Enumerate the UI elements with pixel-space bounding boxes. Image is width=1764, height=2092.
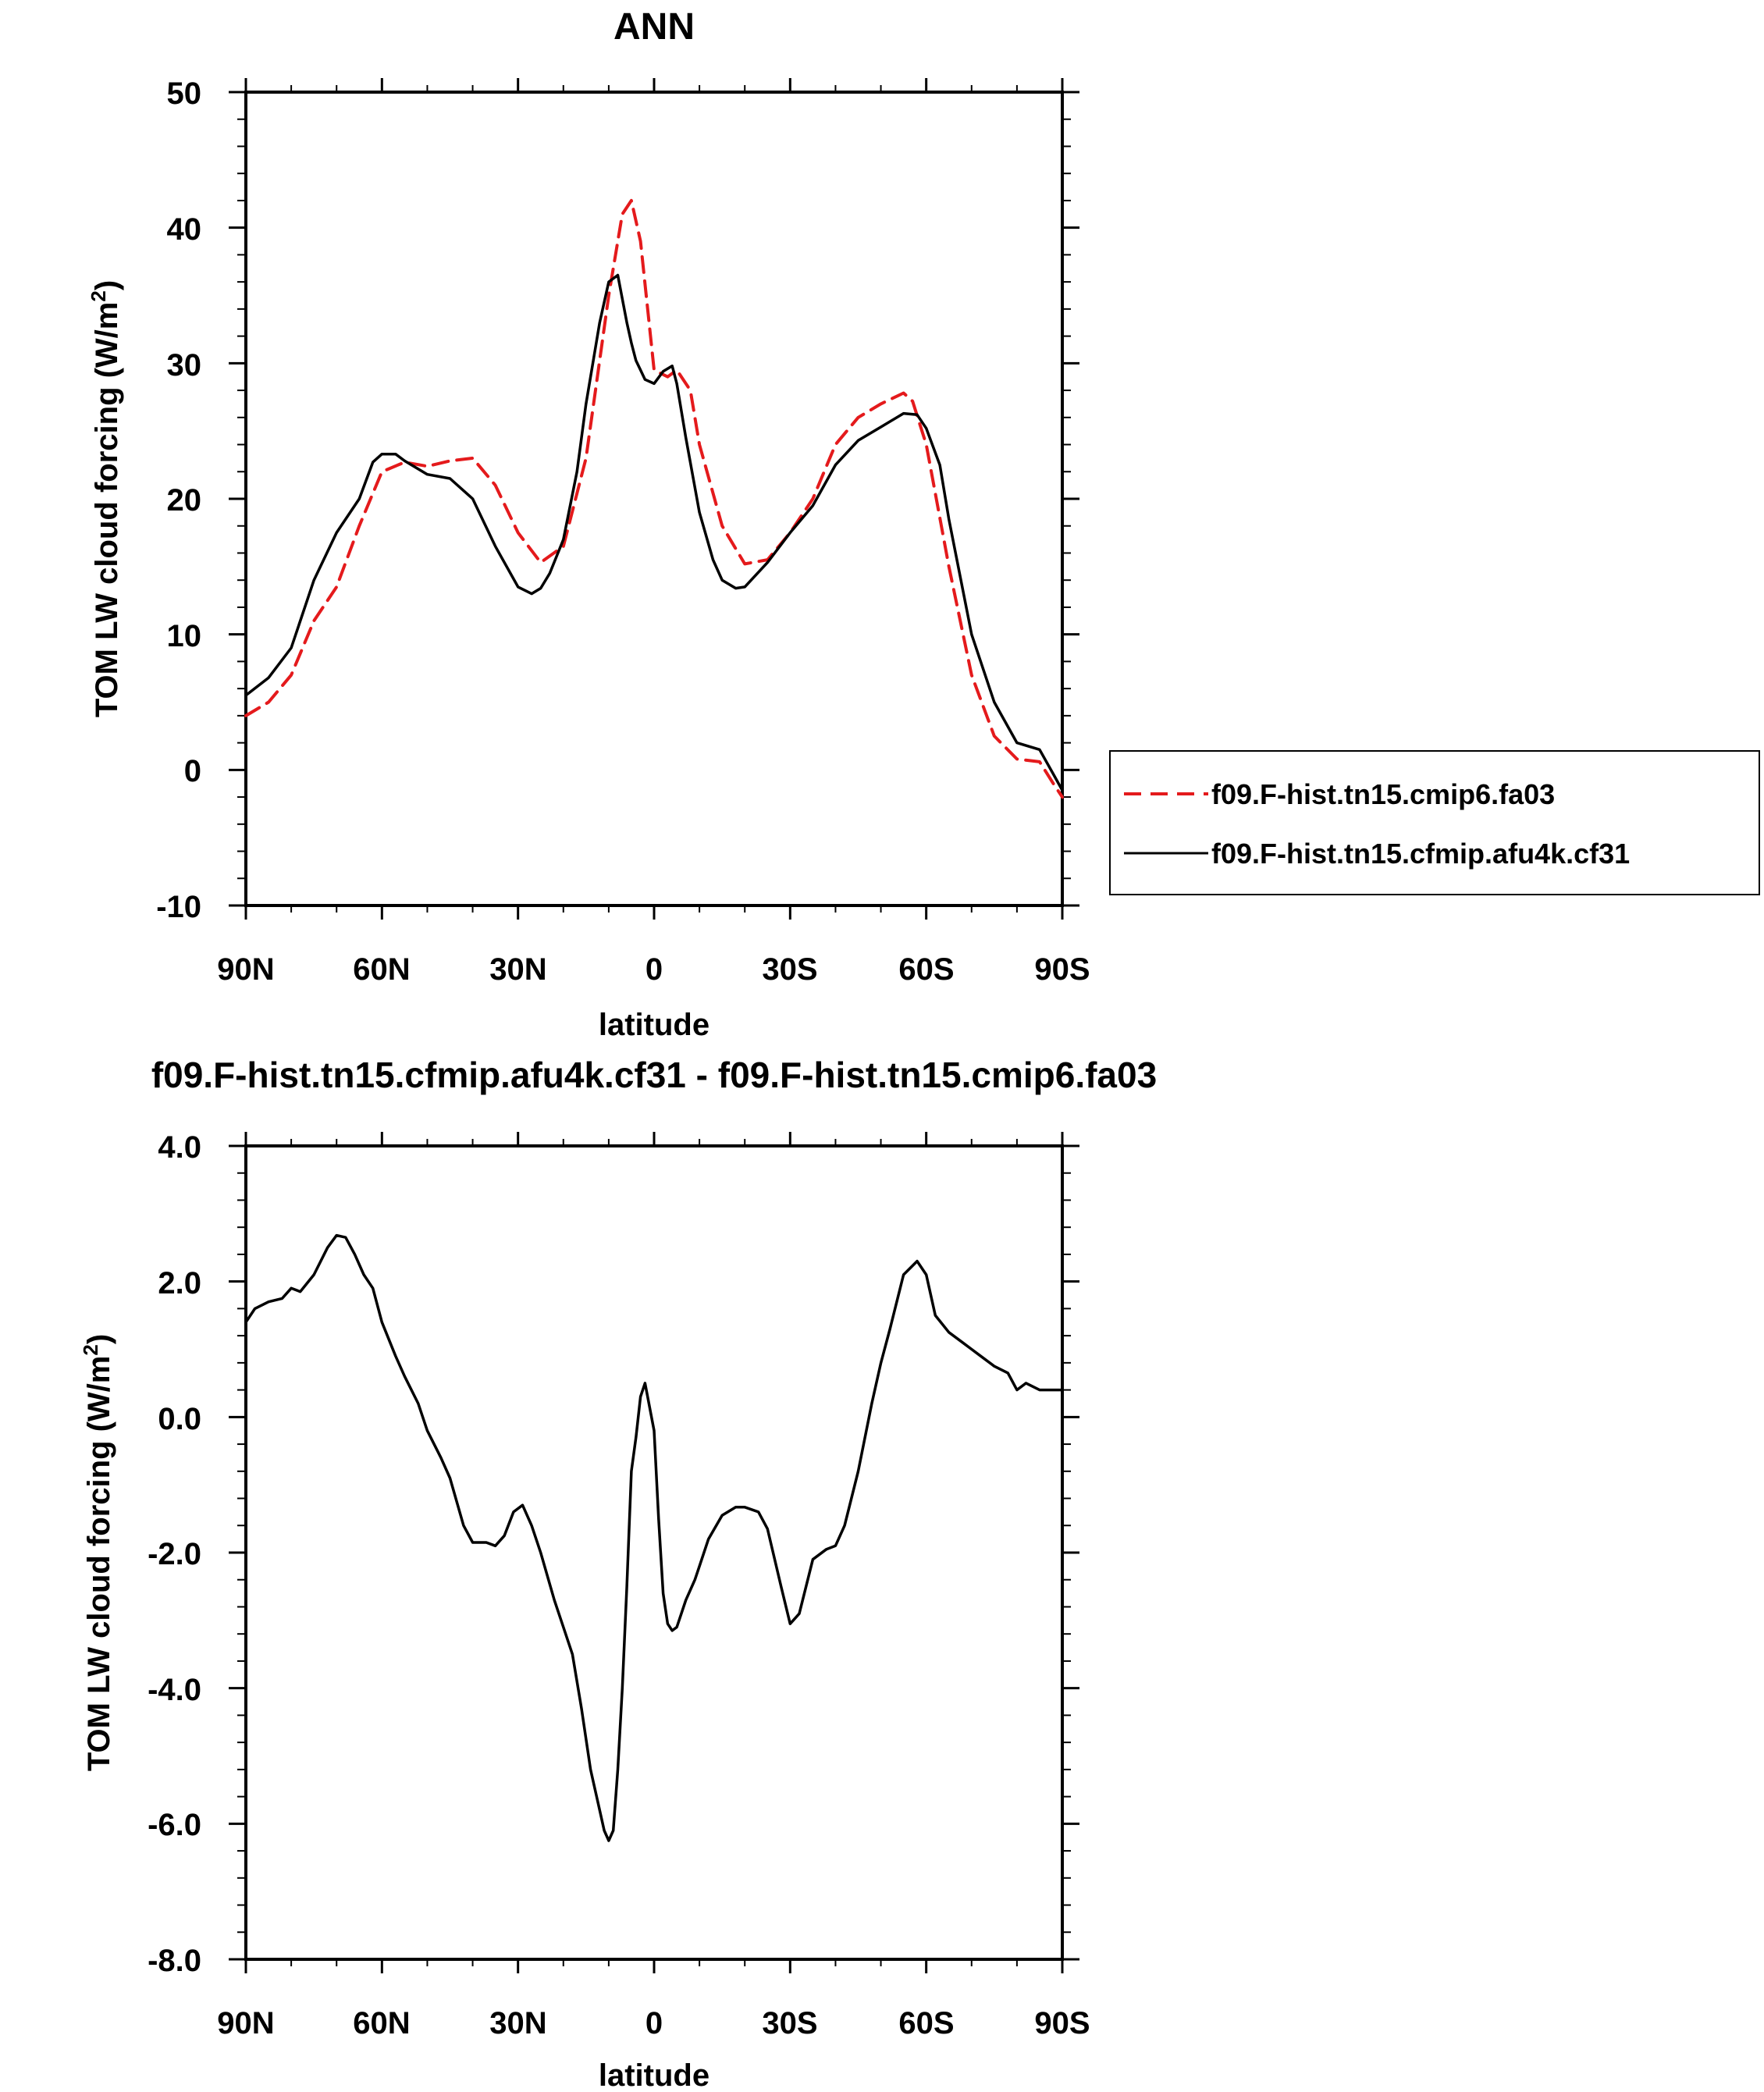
- bottom-x-tick-label: 0: [645, 2006, 663, 2040]
- top-y-tick-label: 10: [167, 619, 202, 653]
- bottom-panel: f09.F-hist.tn15.cfmip.afu4k.cf31 - f09.F…: [79, 1055, 1157, 2092]
- top-x-tick-label: 60S: [898, 952, 954, 987]
- bottom-y-tick-label: -2.0: [148, 1537, 201, 1571]
- bottom-y-tick-label: 0.0: [158, 1402, 201, 1436]
- bottom-x-tick-label: 30S: [762, 2006, 817, 2040]
- top-y-tick-label: -10: [156, 890, 201, 924]
- bottom-x-tick-label: 90N: [217, 2006, 274, 2040]
- top-x-tick-label: 30S: [762, 952, 817, 987]
- bottom-panel-title: f09.F-hist.tn15.cfmip.afu4k.cf31 - f09.F…: [151, 1055, 1157, 1095]
- top-ticks: [229, 78, 1079, 920]
- top-y-tick-label: 20: [167, 483, 202, 518]
- top-legend: f09.F-hist.tn15.cmip6.fa03 f09.F-hist.tn…: [1109, 750, 1760, 895]
- top-y-axis-label: TOM LW cloud forcing (W/m2): [87, 280, 124, 717]
- top-y-tick-label: 30: [167, 348, 202, 382]
- bottom-x-tick-label: 60S: [898, 2006, 954, 2040]
- legend-label-cmip6: f09.F-hist.tn15.cmip6.fa03: [1211, 778, 1555, 810]
- bottom-x-tick-label: 60N: [353, 2006, 410, 2040]
- bottom-series-line-0: [244, 1233, 1064, 1842]
- top-y-tick-label: 50: [167, 76, 202, 111]
- bottom-x-axis-label: latitude: [599, 2058, 710, 2092]
- top-x-tick-label: 90S: [1034, 952, 1090, 987]
- top-x-tick-label: 90N: [217, 952, 274, 987]
- top-series-line-1: [244, 273, 1064, 792]
- bottom-x-tick-label: 90S: [1034, 2006, 1090, 2040]
- legend-label-cfmip: f09.F-hist.tn15.cfmip.afu4k.cf31: [1211, 838, 1630, 870]
- bottom-series-group: [244, 1233, 1064, 1842]
- bottom-plot-frame: [244, 1144, 1064, 1961]
- bottom-x-tick-label: 30N: [489, 2006, 546, 2040]
- bottom-ticks: [229, 1132, 1079, 1973]
- bottom-y-tick-label: 2.0: [158, 1266, 201, 1300]
- bottom-y-tick-label: -8.0: [148, 1944, 201, 1978]
- top-y-tick-label: 40: [167, 212, 202, 247]
- bottom-y-axis-label: TOM LW cloud forcing (W/m2): [79, 1334, 116, 1771]
- top-series-group: [244, 198, 1064, 799]
- bottom-y-tick-label: -6.0: [148, 1808, 201, 1842]
- top-panel-title: ANN: [613, 6, 695, 48]
- top-panel: ANN 50 40 30 20 10 0 -10 90N 60N 30N 0 3…: [87, 6, 1760, 1042]
- bottom-y-tick-label: -4.0: [148, 1673, 201, 1707]
- top-x-axis-label: latitude: [599, 1008, 710, 1042]
- bottom-y-tick-label: 4.0: [158, 1130, 201, 1165]
- top-x-tick-label: 30N: [489, 952, 546, 987]
- top-series-line-0: [244, 198, 1064, 799]
- top-x-tick-label: 0: [645, 952, 663, 987]
- top-plot-frame: [244, 91, 1064, 907]
- top-y-tick-label: 0: [184, 754, 201, 788]
- top-x-tick-label: 60N: [353, 952, 410, 987]
- legend-box: [1109, 750, 1760, 895]
